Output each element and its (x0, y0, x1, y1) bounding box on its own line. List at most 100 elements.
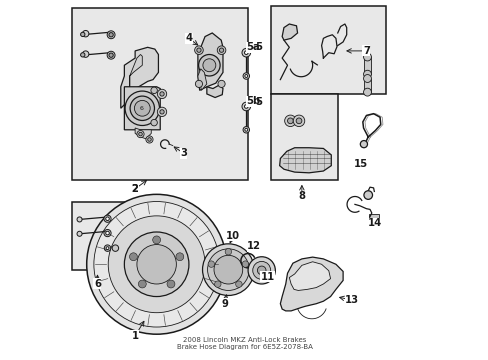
Text: 5a: 5a (246, 42, 260, 52)
Text: 6: 6 (140, 106, 143, 111)
Polygon shape (279, 148, 330, 173)
Circle shape (363, 88, 371, 96)
Polygon shape (135, 128, 151, 139)
Circle shape (235, 281, 242, 287)
Circle shape (160, 110, 164, 114)
Circle shape (207, 249, 249, 291)
Text: 14: 14 (367, 218, 382, 228)
Circle shape (363, 53, 371, 61)
Circle shape (224, 248, 231, 255)
Polygon shape (198, 33, 223, 90)
Text: 1: 1 (131, 331, 139, 341)
Polygon shape (206, 85, 223, 98)
Circle shape (242, 261, 248, 267)
Circle shape (81, 32, 85, 37)
Circle shape (244, 129, 247, 131)
Circle shape (134, 100, 150, 116)
Text: 6: 6 (94, 279, 101, 289)
Circle shape (104, 245, 110, 251)
Circle shape (107, 31, 115, 39)
Circle shape (243, 127, 249, 133)
Circle shape (152, 236, 160, 244)
Text: 2: 2 (131, 184, 138, 194)
Circle shape (202, 244, 254, 296)
Text: 5: 5 (255, 97, 262, 107)
Circle shape (244, 105, 247, 108)
Circle shape (137, 131, 144, 138)
Text: 4: 4 (185, 33, 192, 43)
Circle shape (194, 46, 203, 54)
Circle shape (363, 191, 372, 199)
Text: 10: 10 (225, 231, 240, 240)
Text: 5: 5 (255, 42, 262, 52)
Circle shape (151, 87, 157, 94)
Bar (363, 57, 371, 74)
Text: 2008 Lincoln MKZ Anti-Lock Brakes
Brake Hose Diagram for 6E5Z-2078-BA: 2008 Lincoln MKZ Anti-Lock Brakes Brake … (176, 337, 312, 350)
Bar (313, 279, 320, 286)
Circle shape (106, 247, 109, 249)
Circle shape (105, 231, 109, 235)
Circle shape (105, 217, 109, 221)
Circle shape (109, 33, 113, 37)
Circle shape (138, 280, 146, 288)
Polygon shape (124, 87, 160, 130)
Circle shape (363, 70, 371, 78)
Bar (72, 8, 247, 180)
Circle shape (147, 138, 151, 141)
Circle shape (157, 89, 166, 99)
Circle shape (252, 261, 270, 279)
Circle shape (176, 253, 183, 261)
Circle shape (218, 80, 224, 87)
Text: 12: 12 (246, 241, 261, 251)
Circle shape (167, 280, 175, 288)
Circle shape (82, 51, 89, 57)
Text: 2: 2 (131, 184, 138, 194)
Circle shape (77, 217, 82, 222)
Circle shape (208, 261, 214, 267)
Circle shape (243, 73, 249, 79)
Circle shape (195, 80, 202, 87)
Circle shape (363, 75, 371, 82)
Circle shape (296, 118, 301, 124)
Bar (271, 6, 386, 94)
Circle shape (94, 202, 219, 327)
Text: 11: 11 (260, 272, 274, 282)
Circle shape (219, 48, 223, 52)
Circle shape (242, 48, 250, 57)
Circle shape (125, 91, 159, 126)
Text: 3: 3 (180, 148, 186, 158)
Bar (271, 94, 337, 180)
Circle shape (77, 231, 82, 236)
Circle shape (284, 115, 296, 127)
Circle shape (198, 54, 220, 76)
Circle shape (287, 118, 293, 124)
Circle shape (247, 257, 275, 284)
Circle shape (217, 46, 225, 54)
Circle shape (86, 194, 226, 334)
Circle shape (145, 136, 153, 143)
Circle shape (151, 120, 157, 126)
Circle shape (112, 245, 119, 251)
Circle shape (244, 51, 247, 54)
Circle shape (104, 215, 111, 222)
Polygon shape (121, 47, 158, 108)
Text: 9: 9 (221, 299, 228, 309)
Bar (72, 202, 131, 270)
Circle shape (214, 255, 242, 284)
Polygon shape (289, 262, 330, 291)
Circle shape (137, 244, 176, 284)
Polygon shape (282, 24, 297, 40)
Circle shape (244, 75, 247, 77)
Circle shape (129, 253, 137, 261)
Circle shape (139, 132, 142, 136)
Circle shape (157, 107, 166, 117)
Text: 7: 7 (362, 46, 369, 56)
Circle shape (160, 92, 164, 96)
Text: 8: 8 (298, 191, 305, 201)
Circle shape (257, 266, 265, 275)
Circle shape (104, 229, 111, 237)
Circle shape (242, 102, 250, 111)
Polygon shape (280, 257, 343, 311)
Bar (363, 78, 371, 92)
Circle shape (360, 140, 367, 148)
